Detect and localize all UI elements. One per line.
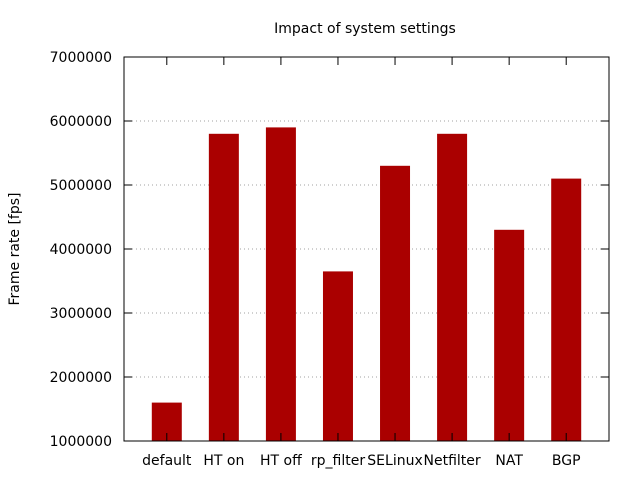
x-tick-label: Netfilter [424, 453, 481, 469]
y-tick-label: 1000000 [50, 434, 112, 450]
bar [322, 271, 353, 441]
bar [551, 178, 582, 441]
grid-layer [124, 120, 609, 378]
bar [265, 127, 296, 442]
y-tick-label: 2000000 [50, 370, 112, 386]
x-tick-label: NAT [495, 453, 523, 469]
bar [380, 165, 411, 442]
y-tick-label: 3000000 [50, 306, 112, 322]
chart-title: Impact of system settings [274, 21, 456, 37]
y-tick-label: 4000000 [50, 242, 112, 258]
y-tick-label: 6000000 [50, 114, 112, 130]
y-tick-labels: 1000000 2000000 3000000 4000000 5000000 60000… [50, 50, 112, 450]
bar [208, 133, 239, 442]
bars-layer [151, 127, 582, 442]
y-tick-label: 5000000 [50, 178, 112, 194]
x-tick-labels: default HT on HT off rp_filter SELinux Netfil… [142, 453, 580, 469]
y-tick-label: 7000000 [50, 50, 112, 66]
bar [494, 229, 525, 441]
x-tick-label: SELinux [367, 453, 422, 469]
y-tick-marks [124, 56, 609, 442]
x-tick-label: BGP [552, 453, 581, 469]
x-tick-label: rp_filter [311, 453, 365, 469]
bar [437, 133, 468, 442]
x-tick-label: default [142, 453, 192, 469]
x-tick-marks [166, 57, 567, 441]
x-tick-label: HT on [203, 453, 244, 469]
y-axis-label: Frame rate [fps] [7, 193, 23, 306]
x-tick-label: HT off [260, 453, 302, 469]
